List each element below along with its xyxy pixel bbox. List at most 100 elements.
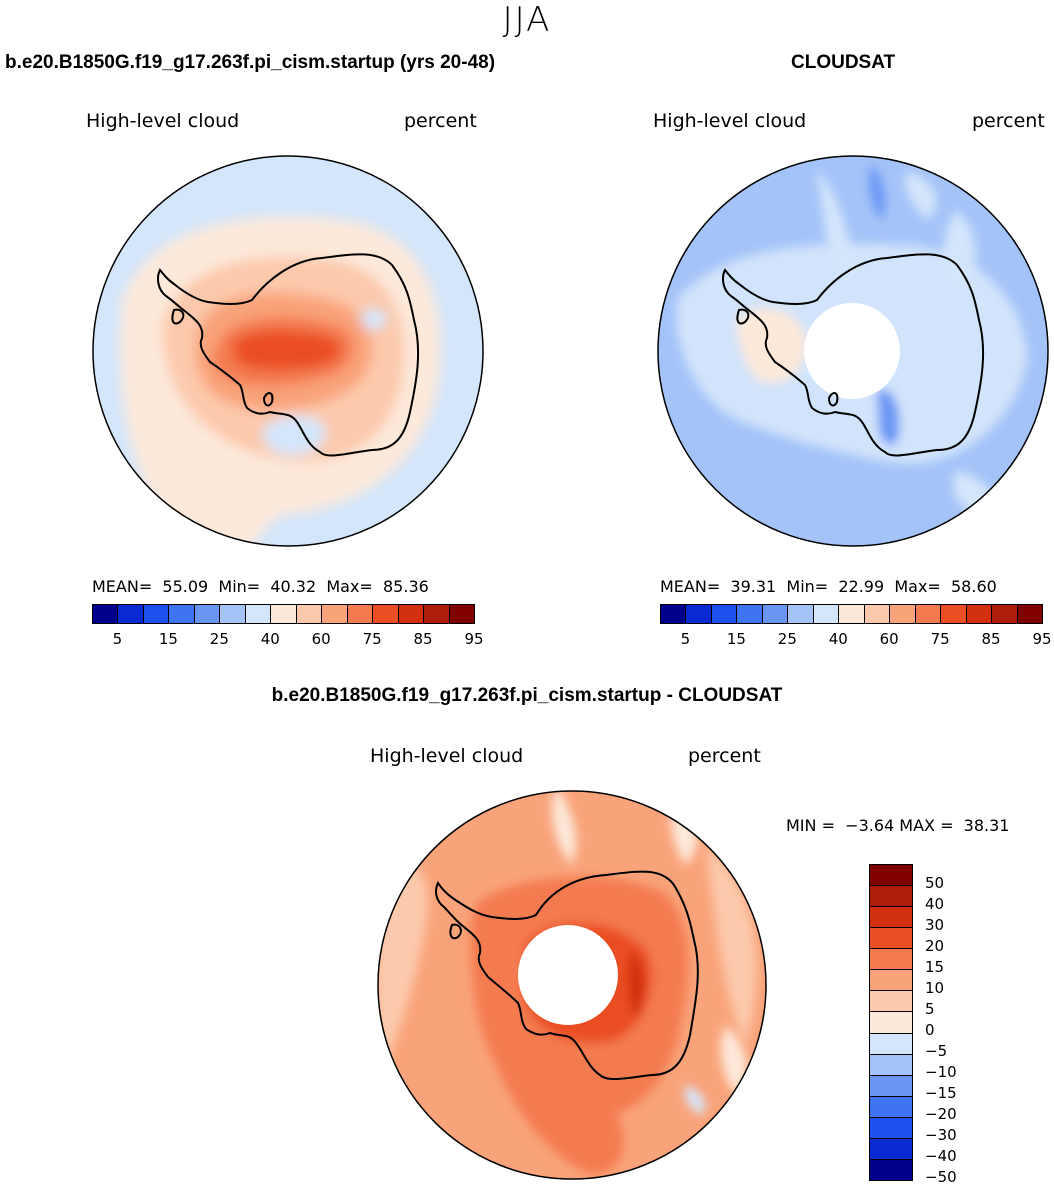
model-stats: MEAN= 55.09 Min= 40.32 Max= 85.36 [92, 577, 429, 596]
colorbar-tick-label: −40 [925, 1147, 957, 1166]
colorbar-swatch [869, 969, 913, 992]
colorbar-tick-label: −10 [925, 1063, 957, 1082]
colorbar-tick-label: 25 [209, 630, 229, 648]
obs-polar-map [657, 155, 1049, 547]
colorbar-swatch [168, 604, 195, 624]
colorbar-swatch [372, 604, 399, 624]
colorbar-swatch [117, 604, 144, 624]
obs-max-value: 58.60 [951, 577, 997, 596]
model-variable-label: High-level cloud [86, 110, 240, 132]
model-min-value: 40.32 [270, 577, 317, 596]
colorbar-swatch [889, 604, 916, 624]
model-mean-label: MEAN= [92, 577, 153, 596]
colorbar-swatch [423, 604, 450, 624]
colorbar-tick-label: 85 [981, 630, 1001, 648]
colorbar-swatch [346, 604, 374, 624]
colorbar-swatch [869, 990, 913, 1013]
colorbar-tick-label: 95 [1032, 630, 1052, 648]
obs-colorbar-ticks: 5 15 25 40 60 75 85 95 [660, 630, 1052, 650]
colorbar-tick-label: 0 [925, 1021, 935, 1039]
colorbar-swatch [685, 604, 712, 624]
colorbar-tick-label: 25 [777, 630, 797, 648]
colorbar-swatch [397, 604, 425, 624]
colorbar-swatch [869, 1158, 913, 1181]
colorbar-swatch [869, 1074, 913, 1097]
colorbar-swatch [940, 604, 967, 624]
obs-mean-value: 39.31 [730, 577, 777, 596]
model-colorbar-ticks: 5 15 25 40 60 75 85 95 [92, 630, 484, 650]
colorbar-swatch [838, 604, 865, 624]
colorbar-swatch [869, 1095, 913, 1118]
colorbar-swatch [869, 1137, 913, 1160]
colorbar-swatch [92, 604, 119, 624]
colorbar-swatch [448, 604, 475, 624]
diff-minmax: MIN = −3.64 MAX = 38.31 [786, 816, 1010, 835]
model-panel-title: b.e20.B1850G.f19_g17.263f.pi_cism.startu… [5, 52, 496, 73]
obs-units-label: percent [972, 110, 1045, 132]
model-max-label: Max= [326, 577, 373, 596]
obs-stats: MEAN= 39.31 Min= 22.99 Max= 58.60 [660, 577, 997, 596]
colorbar-tick-label: 30 [925, 915, 945, 934]
obs-panel-title: CLOUDSAT [791, 52, 896, 73]
colorbar-tick-label: 95 [464, 630, 484, 648]
colorbar-swatch [244, 604, 272, 624]
colorbar-swatch [869, 1053, 913, 1076]
colorbar-tick-label: −20 [925, 1105, 957, 1124]
colorbar-tick-label: 40 [260, 630, 280, 648]
colorbar-swatch [991, 604, 1018, 624]
colorbar-swatch [321, 604, 348, 624]
colorbar-swatch [914, 604, 942, 624]
colorbar-swatch [710, 604, 738, 624]
colorbar-tick-label: 75 [930, 630, 950, 648]
colorbar-swatch [787, 604, 814, 624]
colorbar-swatch [869, 1011, 913, 1034]
model-min-label: Min= [218, 577, 261, 596]
colorbar-tick-label: 5 [112, 630, 123, 648]
obs-max-label: Max= [894, 577, 941, 596]
diff-colorbar [869, 864, 913, 1181]
colorbar-tick-label: −30 [925, 1126, 957, 1145]
colorbar-swatch [869, 864, 913, 887]
colorbar-swatch [660, 604, 687, 624]
obs-min-value: 22.99 [838, 577, 885, 596]
colorbar-swatch [812, 604, 840, 624]
model-colorbar [92, 604, 475, 624]
colorbar-swatch [219, 604, 246, 624]
diff-variable-label: High-level cloud [370, 745, 524, 767]
colorbar-tick-label: 10 [925, 978, 945, 997]
colorbar-tick-label: −50 [925, 1168, 957, 1187]
colorbar-swatch [736, 604, 763, 624]
diff-polar-map [377, 790, 767, 1180]
obs-colorbar [660, 604, 1043, 624]
main-title: JJA [502, 0, 552, 40]
colorbar-swatch [863, 604, 891, 624]
obs-min-label: Min= [786, 577, 829, 596]
colorbar-swatch [869, 1032, 913, 1055]
colorbar-tick-label: −5 [925, 1042, 948, 1061]
model-polar-map [92, 155, 484, 547]
colorbar-swatch [965, 604, 993, 624]
colorbar-tick-label: 40 [925, 894, 945, 913]
colorbar-swatch [270, 604, 297, 624]
colorbar-swatch [142, 604, 170, 624]
colorbar-tick-label: 75 [362, 630, 382, 648]
colorbar-swatch [869, 927, 913, 950]
colorbar-tick-label: 40 [828, 630, 848, 648]
colorbar-tick-label: 60 [311, 630, 331, 648]
model-max-value: 85.36 [383, 577, 429, 596]
colorbar-tick-label: −15 [925, 1084, 957, 1103]
colorbar-tick-label: 85 [413, 630, 433, 648]
colorbar-tick-label: 5 [680, 630, 691, 648]
obs-variable-label: High-level cloud [653, 110, 807, 132]
colorbar-tick-label: 15 [726, 630, 746, 648]
colorbar-swatch [1016, 604, 1043, 624]
diff-units-label: percent [688, 745, 761, 767]
colorbar-swatch [869, 1116, 913, 1139]
model-mean-value: 55.09 [162, 577, 209, 596]
colorbar-swatch [869, 948, 913, 971]
colorbar-tick-label: 50 [925, 873, 945, 892]
colorbar-swatch [869, 906, 913, 929]
colorbar-swatch [869, 885, 913, 908]
colorbar-tick-label: 15 [925, 957, 945, 976]
colorbar-tick-label: 5 [925, 999, 935, 1018]
